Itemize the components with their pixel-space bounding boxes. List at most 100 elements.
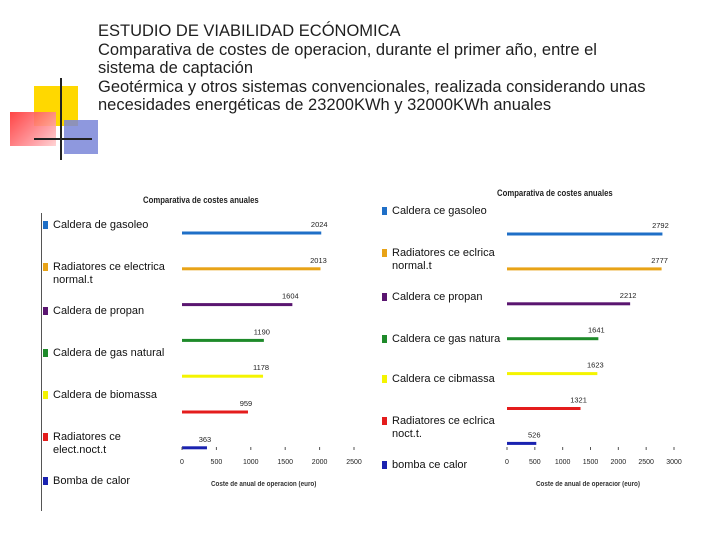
chart-title: Comparativa de costes anuales (497, 188, 613, 198)
chart-plot: 2024 2013 1604 1190 1178 959 363 0 500 1000 1500 20… (180, 220, 362, 466)
tick-label: 2000 (312, 459, 328, 466)
chart-panel-23200kwh: Comparativa de costes anuales Caldera de… (41, 185, 367, 505)
legend-swatch (382, 293, 387, 301)
slide-title: ESTUDIO DE VIABILIDAD ECÓNOMICA Comparat… (98, 22, 708, 115)
legend-swatch (382, 461, 387, 469)
data-label: 363 (199, 435, 212, 444)
legend-swatch (382, 335, 387, 343)
bar (507, 302, 631, 306)
legend-item: Bomba de calor (43, 475, 130, 488)
bar (182, 267, 321, 271)
bar (507, 372, 598, 376)
title-line-3: sistema de captación (98, 59, 254, 77)
title-line-2: Comparativa de costes de operacion, dura… (98, 40, 597, 59)
legend-item: Caldera de biomassa (43, 389, 157, 402)
tick-label: 1000 (555, 459, 571, 466)
title-line-5: necesidades energéticas de 23200KWh y 32… (98, 96, 552, 114)
title-line-1: ESTUDIO DE VIABILIDAD ECÓNOMICA (98, 22, 401, 40)
legend-item: Caldera ce propan (382, 291, 483, 304)
legend-swatch (382, 207, 387, 215)
legend-item: Caldera de propan (43, 305, 144, 318)
legend-swatch (43, 221, 48, 229)
chart-panel-32000kwh: Comparativa de costes anuales Caldera ce… (376, 185, 686, 505)
legend-swatch (43, 477, 48, 485)
bar (507, 267, 662, 271)
bar (507, 337, 599, 341)
legend-label: Caldera de gas natural (53, 347, 165, 359)
decor-vertical-line (60, 78, 62, 160)
data-label: 2792 (652, 221, 669, 230)
data-label: 1190 (254, 327, 270, 336)
data-label: 2212 (620, 291, 637, 300)
legend-item: Radiatores ce elect.noct.t (43, 431, 121, 457)
data-label: 1178 (253, 363, 269, 372)
chart-legend: Caldera ce gasoleo Radiatores ce eclrica… (382, 203, 506, 483)
data-label: 1321 (570, 396, 587, 405)
legend-label: Caldera ce propan (392, 291, 483, 303)
tick-label: 1000 (243, 459, 259, 466)
tick-label: 1500 (583, 459, 599, 466)
chart-title: Comparativa de costes anuales (143, 195, 259, 205)
title-line-4: Geotérmica y otros sistemas convencional… (98, 77, 646, 96)
legend-swatch (43, 433, 48, 441)
bar (507, 441, 537, 445)
bar (182, 446, 207, 450)
tick-label: 500 (529, 459, 541, 466)
decor-horizontal-line (34, 138, 92, 140)
legend-label: Caldera ce gas natura (392, 333, 501, 345)
legend-swatch (382, 249, 387, 257)
legend-swatch (43, 391, 48, 399)
legend-item: Caldera ce gasoleo (382, 205, 487, 218)
tick-label: 1500 (277, 459, 293, 466)
data-label: 1623 (587, 361, 604, 370)
legend-swatch (382, 417, 387, 425)
legend-item: bomba ce calor (382, 459, 467, 472)
bar (182, 303, 293, 307)
decor-red-square (10, 112, 56, 146)
legend-swatch (43, 349, 48, 357)
tick-label: 2000 (611, 459, 627, 466)
data-label: 959 (240, 399, 253, 408)
legend-swatch (382, 375, 387, 383)
legend-label: Bomba de calor (53, 475, 131, 487)
legend-item: Radiatores ce eclrica normal.t (382, 247, 495, 273)
tick-label: 500 (211, 459, 223, 466)
chart-legend: Caldera de gasoleo Radiatores ce electri… (43, 219, 175, 489)
bar (182, 338, 264, 342)
data-label: 2777 (651, 256, 668, 265)
tick-label: 3000 (666, 459, 682, 466)
chart-frame-line (41, 213, 42, 511)
legend-label: Caldera de biomassa (53, 389, 157, 401)
legend-label: Caldera ce cibmassa (392, 373, 495, 385)
legend-item: Caldera de gasoleo (43, 219, 148, 232)
legend-item: Caldera ce gas natura (382, 333, 500, 346)
legend-item: Caldera ce cibmassa (382, 373, 495, 386)
legend-item: Radiatores ce eclrica noct.t. (382, 415, 495, 441)
bar (182, 374, 264, 378)
legend-item: Caldera de gas natural (43, 347, 164, 360)
legend-swatch (43, 307, 48, 315)
legend-label: Radiatores ce eclrica noct.t. (392, 415, 495, 440)
bar (182, 410, 248, 414)
legend-label: Radiatores ce eclrica normal.t (392, 247, 495, 272)
bar (507, 407, 581, 410)
bar (507, 232, 663, 236)
tick-label: 0 (505, 459, 509, 466)
legend-label: Caldera de propan (53, 305, 145, 317)
decor-blue-square (64, 120, 98, 154)
bar (182, 231, 322, 235)
legend-label: bomba ce calor (392, 459, 468, 471)
data-label: 2024 (311, 220, 328, 229)
data-label: 1604 (282, 292, 299, 301)
legend-label: Radiatores ce electrica normal.t (53, 261, 165, 286)
tick-label: 0 (180, 459, 184, 466)
legend-item: Radiatores ce electrica normal.t (43, 261, 165, 287)
x-axis-label: Coste de anual de operacion (euro) (211, 481, 317, 488)
tick-label: 2500 (346, 459, 362, 466)
tick-label: 2500 (638, 459, 654, 466)
legend-swatch (43, 263, 48, 271)
legend-label: Radiatores ce elect.noct.t (53, 431, 121, 456)
data-label: 2013 (310, 256, 327, 265)
x-axis-label: Coste de anual de operacior (euro) (536, 481, 640, 488)
legend-label: Caldera ce gasoleo (392, 205, 487, 217)
